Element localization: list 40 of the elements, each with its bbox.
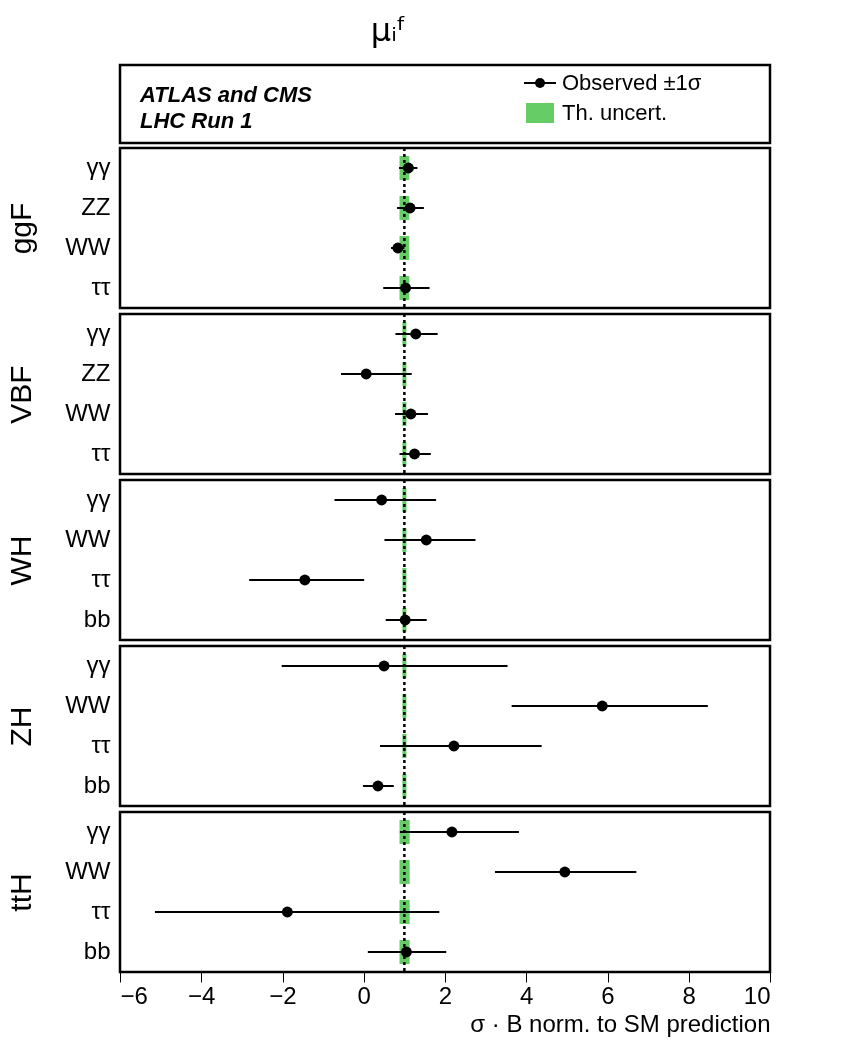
y-tick-label: γγ bbox=[86, 651, 111, 678]
y-tick-label: ZZ bbox=[81, 193, 111, 220]
y-axis-title: ZH bbox=[4, 706, 38, 747]
y-tick-label: ZZ bbox=[81, 359, 111, 386]
chart-title: μᵢᶠ bbox=[370, 10, 407, 49]
x-tick-label: 4 bbox=[520, 981, 534, 1009]
y-tick-label: γγ bbox=[86, 817, 111, 844]
y-tick-label: ττ bbox=[91, 731, 112, 758]
x-tick-label: 10 bbox=[743, 981, 771, 1009]
y-tick-label: γγ bbox=[86, 485, 111, 512]
y-tick-label: bb bbox=[83, 937, 111, 964]
y-tick-label: bb bbox=[83, 771, 111, 798]
y-tick-label: γγ bbox=[86, 153, 111, 180]
legend-label: Th. uncert. bbox=[562, 100, 668, 125]
text: ATLAS and CMS bbox=[139, 82, 313, 107]
y-tick-label: WW bbox=[65, 399, 111, 426]
text: LHC Run 1 bbox=[140, 108, 253, 133]
x-tick-label: 2 bbox=[438, 981, 453, 1009]
x-axis-title: σ · B norm. to SM prediction bbox=[470, 1009, 771, 1037]
y-axis-title: ggF bbox=[4, 202, 38, 255]
x-tick-label: 8 bbox=[682, 981, 696, 1009]
x-tick-label: 0 bbox=[357, 981, 371, 1009]
x-tick-label: −2 bbox=[269, 981, 297, 1009]
y-tick-label: WW bbox=[65, 233, 111, 260]
y-axis-title: ttH bbox=[4, 873, 38, 912]
y-tick-label: ττ bbox=[91, 439, 112, 466]
x-tick-label: 6 bbox=[601, 981, 615, 1009]
y-tick-label: ττ bbox=[91, 565, 112, 592]
y-tick-label: bb bbox=[83, 605, 111, 632]
y-tick-label: γγ bbox=[86, 319, 111, 346]
x-tick-label: −4 bbox=[188, 981, 216, 1009]
y-tick-label: ττ bbox=[91, 273, 112, 300]
y-tick-label: WW bbox=[65, 691, 111, 718]
y-axis-title: WH bbox=[4, 535, 38, 586]
y-tick-label: WW bbox=[65, 525, 111, 552]
legend-label: Observed ±1σ bbox=[562, 70, 702, 95]
y-tick-label: WW bbox=[65, 857, 111, 884]
y-tick-label: ττ bbox=[91, 897, 112, 924]
y-axis-title: VBF bbox=[4, 365, 38, 424]
x-tick-label: −6 bbox=[120, 981, 148, 1009]
